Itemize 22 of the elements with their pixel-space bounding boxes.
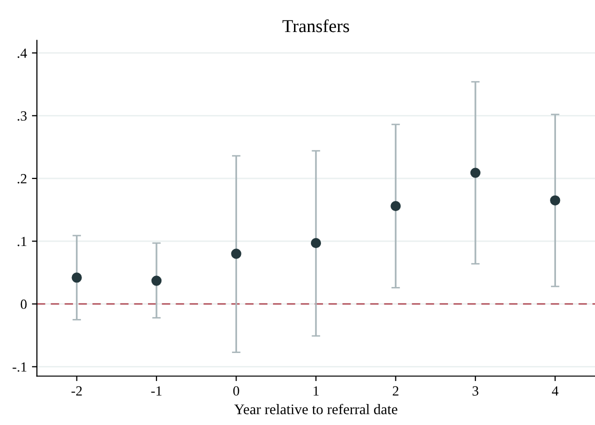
point — [310, 238, 322, 248]
x-tick-label: -2 — [71, 386, 82, 396]
x-axis-title: Year relative to referral date — [234, 404, 398, 414]
x-tick-label: 4 — [552, 386, 558, 396]
y-tick-label: 0 — [20, 300, 27, 309]
chart-title: Transfers — [282, 19, 350, 32]
point — [390, 200, 401, 212]
y-tick-label: .1 — [18, 236, 26, 246]
point — [470, 168, 480, 178]
x-tick-label: 2 — [392, 386, 398, 396]
x-tick-label: 3 — [472, 386, 478, 396]
x-tick-label: 1 — [314, 386, 319, 396]
y-tick-label: -.1 — [12, 362, 26, 372]
x-tick-label: 0 — [233, 386, 240, 396]
point — [231, 248, 242, 259]
point — [550, 195, 560, 206]
x-tick-label: -1 — [151, 386, 162, 396]
point — [151, 276, 162, 286]
y-tick-label: .2 — [18, 174, 26, 184]
y-tick-label: .4 — [18, 48, 27, 58]
y-tick-label: .3 — [18, 111, 27, 121]
point — [72, 272, 82, 283]
